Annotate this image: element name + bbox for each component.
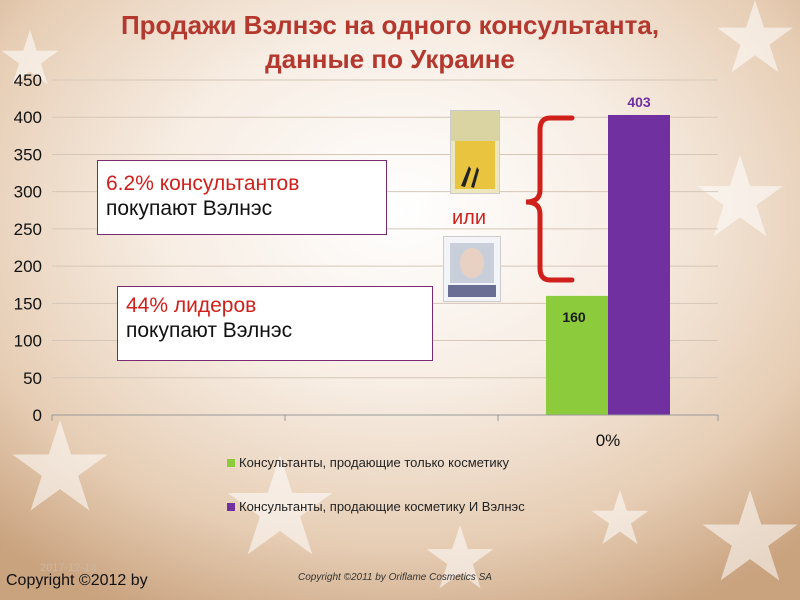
cosmetics-product-box-image [443,236,501,302]
y-tick-label: 0 [33,406,42,425]
callout-highlight: 44% лидеров [126,294,257,317]
y-tick-label: 250 [14,220,42,239]
title-line-2: данные по Украине [265,44,515,74]
slide-date: 2017-12-13 [40,562,97,574]
data-label: 403 [627,94,651,110]
or-label: или [452,207,487,229]
y-tick-label: 350 [14,145,42,164]
callout-text: покупают Вэлнэс [126,319,293,342]
bar-cosmetics [546,295,608,415]
footer-copyright-center: Copyright ©2011 by Oriflame Cosmetics SA [298,572,492,583]
y-tick-label: 100 [14,332,42,351]
leaders-callout: 44% лидеров покупают Вэлнэс [117,286,433,361]
legend-swatch [227,458,235,467]
curly-brace-icon [525,115,575,283]
chart-bars: 160 403 [546,94,670,415]
y-tick-label: 300 [14,183,42,202]
y-tick-label: 400 [14,108,42,127]
legend-swatch [227,502,235,511]
x-tick-label: 0% [596,431,621,450]
legend-item-wellness: Консультанты, продающие косметику И Вэлн… [227,499,525,514]
callout-text: покупают Вэлнэс [106,197,273,220]
consultants-callout: 6.2% консультантов покупают Вэлнэс [97,160,387,235]
footer-copyright-left: Copyright ©2012 by [6,572,148,589]
slide-title: Продажи Вэлнэс на одного консультанта, д… [40,8,740,76]
y-tick-label: 450 [14,71,42,90]
title-line-1: Продажи Вэлнэс на одного консультанта, [120,10,660,40]
x-axis: 0% [51,414,719,450]
data-label: 160 [562,309,586,325]
y-tick-label: 50 [23,369,42,388]
legend-item-cosmetics: Консультанты, продающие только косметику [227,455,509,470]
wellness-product-box-image [450,110,500,194]
bar-wellness [608,114,670,415]
y-axis: 0 50 100 150 200 250 300 350 400 450 [14,71,42,425]
y-tick-label: 150 [14,294,42,313]
callout-highlight: 6.2% консультантов [106,172,300,195]
legend-label: Консультанты, продающие только косметику [239,455,509,470]
y-tick-label: 200 [14,257,42,276]
legend-label: Консультанты, продающие косметику И Вэлн… [239,499,525,514]
